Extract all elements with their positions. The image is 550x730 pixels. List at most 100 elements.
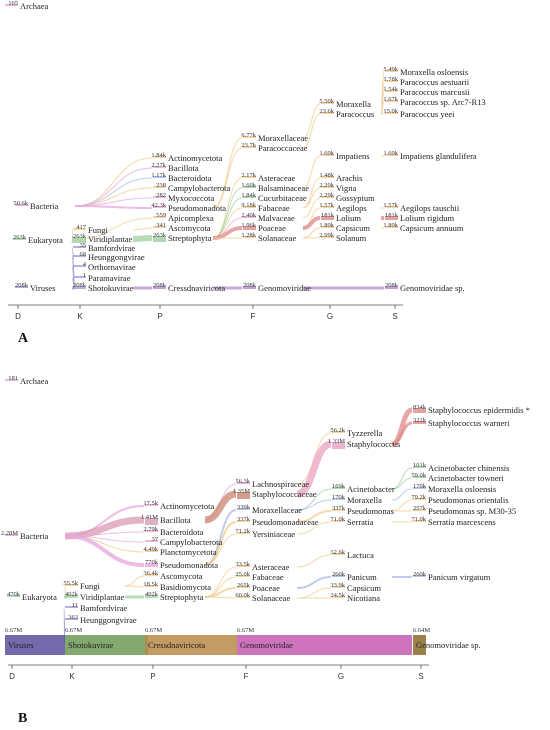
node-bar	[237, 565, 250, 567]
node-bar	[413, 498, 426, 500]
node-bar	[385, 112, 398, 114]
node-value: 363	[68, 614, 78, 621]
flow-link	[302, 113, 321, 149]
node-name: Staphylococcus epidermidis *	[428, 405, 530, 415]
node-value: 101k	[413, 462, 427, 469]
node-value: 2.99k	[319, 232, 334, 239]
node-name: Pseudomonas sp. M30-35	[428, 506, 516, 516]
node-bar	[15, 286, 28, 288]
node-bar	[73, 286, 86, 289]
node-name: Shotokuvirae	[68, 640, 114, 650]
node-value: 263k	[13, 234, 27, 241]
node-bar	[321, 216, 334, 220]
node-bar	[321, 102, 334, 104]
node-bar	[332, 575, 345, 577]
node-value: 42.3k	[151, 202, 166, 209]
node-value: 265k	[237, 582, 251, 589]
node-value: 208k	[385, 282, 399, 289]
node-bar	[237, 596, 250, 598]
node-name: Viruses	[8, 640, 33, 650]
node-name: Bacteria	[30, 201, 59, 211]
node-name: Eukaryota	[28, 235, 63, 245]
node-value: 2.40k	[241, 212, 256, 219]
node-value: 2.28M	[1, 530, 18, 537]
node-name: Viruses	[30, 283, 55, 293]
node-bar	[243, 146, 256, 148]
node-value: 9.18k	[241, 202, 256, 209]
node-value: 55.5k	[63, 580, 78, 587]
node-value: 402k	[65, 591, 79, 598]
node-bar	[145, 550, 158, 552]
node-name: Fabaceae	[252, 572, 284, 582]
node-name: Cressdnaviricota	[168, 283, 225, 293]
rank-label: F	[244, 672, 249, 681]
node-name: Paracoccus marcusii	[400, 87, 470, 97]
node-name: Genomoviridae sp.	[400, 283, 465, 293]
node-bar	[237, 508, 250, 510]
node-value: 25.0k	[235, 571, 250, 578]
rank-label: G	[327, 312, 333, 321]
node-value: 181k	[321, 212, 335, 219]
node-value: 170k	[332, 494, 346, 501]
node-value: 50.6k	[13, 200, 28, 207]
node-value: 33.9k	[330, 582, 345, 589]
node-value: 1.60k	[383, 150, 398, 157]
node-name: Lactuca	[347, 550, 374, 560]
node-bar	[65, 584, 78, 586]
node-name: Heunggongvirae	[80, 615, 137, 625]
node-bar	[385, 70, 398, 72]
virus-band	[5, 635, 65, 655]
node-name: Bacteria	[20, 531, 49, 541]
node-value: 181	[8, 375, 18, 382]
flow-link	[212, 187, 243, 239]
node-name: Capsicum annuum	[400, 223, 464, 233]
node-bar	[65, 618, 78, 620]
node-value: 208k	[15, 282, 29, 289]
flow-link	[212, 147, 243, 209]
node-value: 169k	[332, 483, 346, 490]
node-value: 4.49k	[143, 546, 158, 553]
node-value: 559	[156, 212, 166, 219]
node-name: Viridiplantae	[80, 592, 125, 602]
links	[63, 407, 413, 646]
node-value: 60.0k	[235, 592, 250, 599]
rank-label: K	[77, 312, 83, 321]
flow-link	[302, 155, 321, 189]
node-name: Bacteroidota	[160, 527, 204, 537]
node-name: Paracoccus sp. Arc7-R13	[400, 97, 486, 107]
node-name: Paracoccaceae	[258, 143, 308, 153]
node-name: Lolium rigidum	[400, 213, 454, 223]
node-bar	[243, 136, 256, 138]
node-value: 1.17k	[151, 172, 166, 179]
node-name: Cressdnaviricota	[148, 640, 205, 650]
flow-link	[296, 576, 332, 589]
node-name: Capsicum	[347, 583, 381, 593]
node-name: Aegilops tauschii	[400, 203, 460, 213]
node-bar	[7, 595, 20, 597]
node-name: Bamfordvirae	[80, 603, 127, 613]
rank-label: D	[15, 312, 21, 321]
node-value: 260k	[413, 571, 427, 578]
node-value: 1.35M	[233, 488, 250, 495]
node-name: Gossypium	[336, 193, 375, 203]
node-bar	[145, 540, 158, 542]
panel-label: A	[18, 331, 29, 346]
node-name: Bamfordvirae	[88, 243, 135, 253]
node-value: 770k	[145, 559, 159, 566]
virus-band	[65, 635, 148, 655]
flow-link	[302, 187, 321, 209]
node-name: Bacteroidota	[168, 173, 212, 183]
node-name: Nicotiana	[347, 593, 380, 603]
node-value: 238	[156, 182, 166, 189]
node-value: 208k	[73, 282, 87, 289]
node-bar	[413, 476, 426, 478]
flow-link	[124, 575, 145, 587]
node-name: Acinetobacter towneri	[428, 473, 504, 483]
node-value: 181k	[385, 212, 399, 219]
flow-link	[302, 197, 321, 219]
node-value: 4	[83, 261, 87, 268]
flow-link	[296, 432, 332, 485]
node-value: 6.67M	[65, 627, 82, 634]
flow-link	[64, 534, 145, 567]
node-value: 1.48k	[319, 172, 334, 179]
